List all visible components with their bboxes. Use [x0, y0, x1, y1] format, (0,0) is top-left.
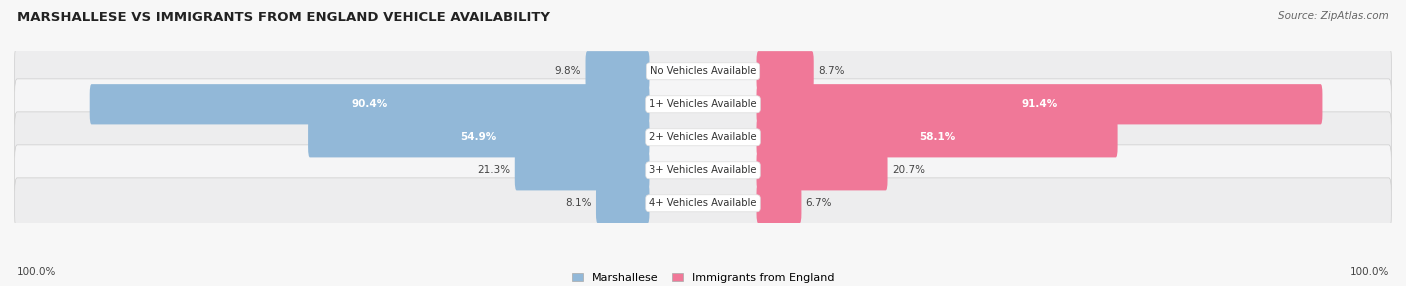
Text: 8.7%: 8.7% [818, 66, 845, 76]
Text: 90.4%: 90.4% [352, 99, 388, 109]
Text: 100.0%: 100.0% [1350, 267, 1389, 277]
FancyBboxPatch shape [756, 51, 814, 92]
FancyBboxPatch shape [14, 145, 1392, 196]
Text: 8.1%: 8.1% [565, 198, 592, 208]
Text: 91.4%: 91.4% [1021, 99, 1057, 109]
FancyBboxPatch shape [756, 84, 1323, 124]
FancyBboxPatch shape [596, 183, 650, 223]
Legend: Marshallese, Immigrants from England: Marshallese, Immigrants from England [572, 273, 834, 283]
FancyBboxPatch shape [14, 178, 1392, 229]
Text: No Vehicles Available: No Vehicles Available [650, 66, 756, 76]
FancyBboxPatch shape [90, 84, 650, 124]
Text: 100.0%: 100.0% [17, 267, 56, 277]
Text: 2+ Vehicles Available: 2+ Vehicles Available [650, 132, 756, 142]
Text: 6.7%: 6.7% [806, 198, 832, 208]
Text: 9.8%: 9.8% [555, 66, 581, 76]
Text: 1+ Vehicles Available: 1+ Vehicles Available [650, 99, 756, 109]
Text: 54.9%: 54.9% [461, 132, 496, 142]
Text: 3+ Vehicles Available: 3+ Vehicles Available [650, 165, 756, 175]
FancyBboxPatch shape [308, 117, 650, 157]
Text: 21.3%: 21.3% [478, 165, 510, 175]
FancyBboxPatch shape [515, 150, 650, 190]
Text: Source: ZipAtlas.com: Source: ZipAtlas.com [1278, 11, 1389, 21]
FancyBboxPatch shape [585, 51, 650, 92]
FancyBboxPatch shape [14, 79, 1392, 130]
FancyBboxPatch shape [756, 150, 887, 190]
Text: MARSHALLESE VS IMMIGRANTS FROM ENGLAND VEHICLE AVAILABILITY: MARSHALLESE VS IMMIGRANTS FROM ENGLAND V… [17, 11, 550, 24]
Text: 4+ Vehicles Available: 4+ Vehicles Available [650, 198, 756, 208]
FancyBboxPatch shape [14, 112, 1392, 163]
FancyBboxPatch shape [756, 117, 1118, 157]
Text: 20.7%: 20.7% [891, 165, 925, 175]
FancyBboxPatch shape [14, 46, 1392, 97]
FancyBboxPatch shape [756, 183, 801, 223]
Text: 58.1%: 58.1% [920, 132, 955, 142]
